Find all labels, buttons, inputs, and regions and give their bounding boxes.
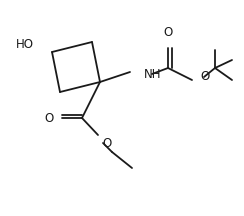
Text: O: O [200, 70, 209, 83]
Text: O: O [102, 137, 111, 150]
Text: O: O [163, 26, 173, 39]
Text: NH: NH [144, 67, 162, 81]
Text: HO: HO [16, 38, 34, 51]
Text: O: O [45, 111, 54, 124]
